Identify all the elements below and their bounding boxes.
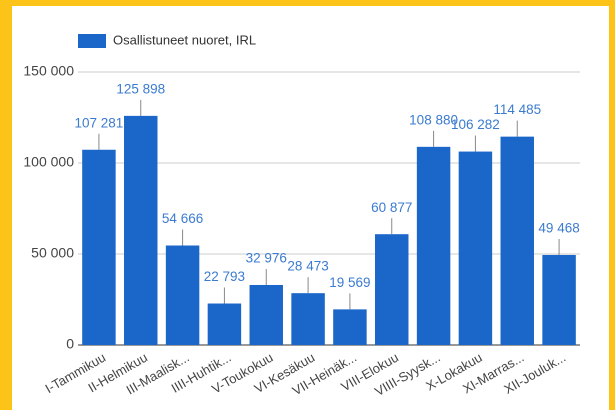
bar xyxy=(82,149,116,345)
bar xyxy=(500,136,534,345)
value-label: 22 793 xyxy=(204,269,245,284)
bar xyxy=(458,151,493,345)
y-tick-label: 100 000 xyxy=(23,154,74,170)
bar xyxy=(124,115,158,346)
bar xyxy=(291,293,325,345)
value-label: 107 281 xyxy=(75,115,124,130)
bar xyxy=(249,284,283,345)
legend-label: Osallistuneet nuoret, IRL xyxy=(113,32,256,47)
value-label: 19 569 xyxy=(329,275,370,290)
value-label: 49 468 xyxy=(538,221,579,236)
value-label: 114 485 xyxy=(493,102,541,117)
bar xyxy=(165,245,200,345)
y-tick-label: 0 xyxy=(66,336,74,352)
bar xyxy=(542,254,576,345)
y-tick-label: 50 000 xyxy=(31,245,74,261)
value-label: 28 473 xyxy=(287,259,328,274)
value-label: 106 282 xyxy=(451,117,500,132)
bar xyxy=(207,303,242,345)
value-label: 60 877 xyxy=(371,200,412,215)
value-label: 54 666 xyxy=(162,211,203,226)
bar xyxy=(333,309,367,345)
bar xyxy=(375,234,409,345)
bar xyxy=(416,146,451,345)
value-label: 108 880 xyxy=(409,112,458,127)
y-tick-label: 150 000 xyxy=(23,63,74,79)
value-label: 32 976 xyxy=(246,251,287,266)
legend-swatch xyxy=(78,34,106,48)
value-label: 125 898 xyxy=(116,81,165,96)
